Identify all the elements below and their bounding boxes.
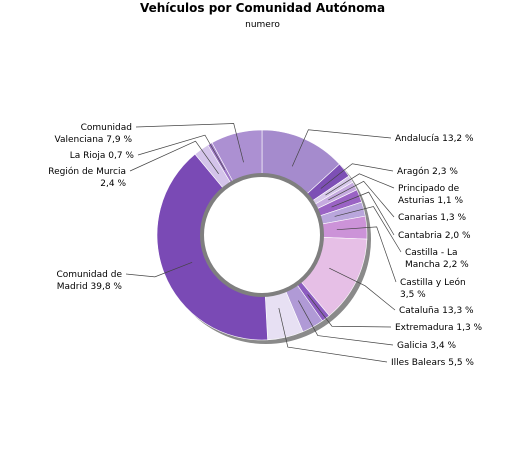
slice-label-5: Castilla - La Mancha 2,2 % xyxy=(405,248,469,270)
chart-subtitle: numero xyxy=(245,20,280,30)
leader-line-3 xyxy=(328,180,395,218)
leader-line-4 xyxy=(331,191,395,236)
slice-label-11: Comunidad de Madrid 39,8 % xyxy=(56,270,122,292)
leader-line-7 xyxy=(329,267,396,311)
slice-label-7: Cataluña 13,3 % xyxy=(399,306,474,316)
leader-line-0 xyxy=(291,129,392,167)
leader-line-6 xyxy=(336,226,397,283)
leader-line-2 xyxy=(325,173,395,196)
leader-line-9 xyxy=(298,300,394,346)
leader-line-14 xyxy=(135,123,244,163)
leader-line-11 xyxy=(125,261,193,278)
leader-line-5 xyxy=(334,206,402,253)
leader-line-8 xyxy=(307,294,392,328)
slice-label-10: Illes Balears 5,5 % xyxy=(391,358,474,368)
slice-label-9: Galicia 3,4 % xyxy=(397,341,456,351)
slice-label-14: Comunidad Valenciana 7,9 % xyxy=(55,123,133,145)
slice-label-2: Principado de Asturias 1,1 % xyxy=(398,184,464,206)
leader-line-12 xyxy=(129,140,219,175)
slice-label-8: Extremadura 1,3 % xyxy=(395,323,483,333)
chart-title: Vehículos por Comunidad Autónoma xyxy=(139,1,386,15)
donut-hole xyxy=(200,173,324,297)
slice-label-1: Aragón 2,3 % xyxy=(397,166,458,177)
leader-line-10 xyxy=(278,308,388,363)
slice-label-13: La Rioja 0,7 % xyxy=(70,151,135,161)
slice-label-0: Andalucía 13,2 % xyxy=(395,134,474,144)
leader-line-13 xyxy=(137,134,226,171)
leader-line-1 xyxy=(320,163,394,189)
slice-label-12: Región de Murcia 2,4 % xyxy=(48,166,126,189)
slice-label-4: Cantabria 2,0 % xyxy=(398,231,471,241)
slice-label-6: Castilla y León 3,5 % xyxy=(400,277,466,300)
slice-label-3: Canarias 1,3 % xyxy=(398,213,466,223)
